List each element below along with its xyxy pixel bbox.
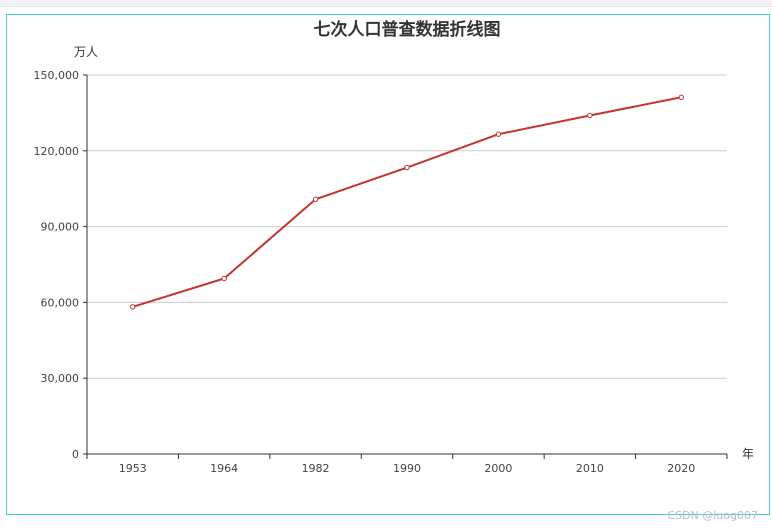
data-point[interactable] xyxy=(678,94,684,100)
grid-lines xyxy=(87,74,727,379)
x-tick-label: 1953 xyxy=(119,462,147,475)
series-line xyxy=(132,96,682,308)
y-tick-label: 0 xyxy=(72,448,79,461)
chart-container xyxy=(6,14,770,515)
data-point[interactable] xyxy=(221,275,227,282)
y-tick-label: 150,000 xyxy=(34,69,80,82)
x-tick-label: 2000 xyxy=(484,462,512,475)
data-point[interactable] xyxy=(404,164,410,171)
chart-title: 七次人口普查数据折线图 xyxy=(314,19,501,40)
axes: 0 30,000 60,000 90,000 120,000 150,000 1953 196… xyxy=(34,69,728,475)
data-point[interactable] xyxy=(587,112,593,119)
x-axis-unit-label: 年 xyxy=(742,447,754,461)
y-tick-label: 120,000 xyxy=(34,145,80,158)
y-tick-label: 60,000 xyxy=(41,296,80,309)
x-tick-label: 1964 xyxy=(210,462,238,475)
x-tick-label: 2010 xyxy=(576,462,604,475)
x-tick-label: 1990 xyxy=(393,462,421,475)
data-point[interactable] xyxy=(495,131,502,137)
data-point[interactable] xyxy=(312,196,319,202)
series-layer xyxy=(130,94,684,310)
y-tick-label: 30,000 xyxy=(41,372,80,385)
y-axis-unit-label: 万人 xyxy=(74,45,98,59)
x-tick-label: 2020 xyxy=(667,462,695,475)
browser-top-strip xyxy=(0,0,772,7)
x-tick-label: 1982 xyxy=(302,462,330,475)
watermark: CSDN @luog007 xyxy=(667,509,758,522)
y-tick-label: 90,000 xyxy=(41,221,80,234)
data-point[interactable] xyxy=(130,304,136,310)
